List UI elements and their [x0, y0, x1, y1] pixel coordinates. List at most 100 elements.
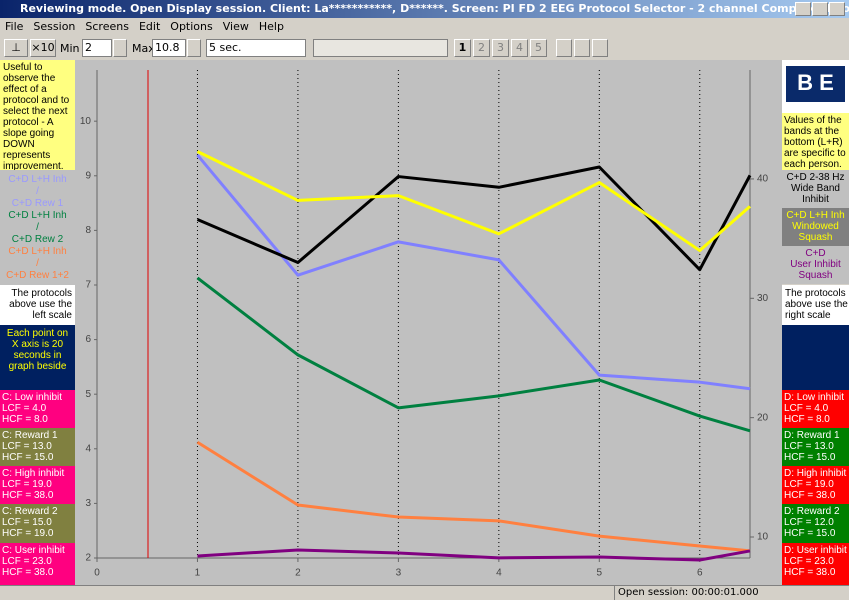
menu-item[interactable]: Help	[258, 20, 284, 33]
text-line: improvement.	[3, 161, 64, 170]
text-line: Wide Band	[791, 183, 840, 194]
note-box: Values of the bands at the bottom (L+R) are…	[782, 113, 849, 170]
min-input[interactable]: 2	[82, 39, 112, 57]
text-line: D: Low inhibit	[784, 392, 845, 403]
band-box: C: Low inhibit LCF = 4.0 HCF = 8.0	[0, 390, 75, 428]
text-line: above use the	[785, 299, 848, 310]
note-box: Useful to observe the effect of a protocol …	[0, 60, 75, 170]
menu-item[interactable]: View	[222, 20, 249, 33]
band-box: C: Reward 2 LCF = 15.0 HCF = 19.0	[0, 504, 75, 543]
text-line: C: High inhibit	[2, 468, 65, 479]
text-line: above use the	[9, 299, 72, 310]
epoch-select[interactable]: 5 sec.	[206, 39, 306, 57]
text-line: User Inhibit	[790, 259, 841, 270]
y2-tick-label: 40	[757, 174, 769, 185]
scale-note-box: The protocols above use the right scale	[782, 285, 849, 325]
menu-bar: File Session Screens Edit Options View Help	[0, 18, 849, 36]
text-line: bottom (L+R)	[784, 137, 843, 148]
y2-tick-label: 10	[757, 532, 769, 543]
close-button[interactable]	[829, 2, 845, 16]
text-line: /	[36, 222, 39, 233]
menu-item[interactable]: Edit	[138, 20, 161, 33]
undo-button[interactable]	[592, 39, 608, 57]
y-tick-label: 6	[85, 334, 91, 345]
text-line: The protocols	[11, 288, 72, 299]
maximize-button[interactable]	[812, 2, 828, 16]
x-note-box: Each point on X axis is 20 seconds in graph…	[0, 325, 75, 390]
text-line: /	[36, 258, 39, 269]
text-line: C+D L+H Inh	[786, 210, 845, 221]
y-tick-label: 8	[85, 225, 91, 236]
text-line: LCF = 23.0	[2, 556, 52, 567]
y-tick-label: 9	[85, 170, 91, 181]
y-tick-label: 7	[85, 280, 91, 291]
text-line: HCF = 38.0	[2, 490, 54, 501]
minimize-button[interactable]	[795, 2, 811, 16]
text-line: Values of the	[784, 115, 842, 126]
y-tick-label: 5	[85, 389, 91, 400]
text-line: HCF = 38.0	[2, 567, 54, 578]
page-button[interactable]: 3	[492, 39, 509, 57]
bands: D: Low inhibit LCF = 4.0 HCF = 8.0 D: Rewar…	[782, 390, 849, 585]
series-line	[196, 165, 752, 272]
text-line: Windowed	[792, 221, 839, 232]
text-line: LCF = 4.0	[784, 403, 829, 414]
text-line: C+D 2-38 Hz	[786, 172, 845, 183]
band-box: D: Reward 2 LCF = 12.0 HCF = 15.0	[782, 504, 849, 543]
text-line: C+D Rew 1+2	[6, 270, 69, 281]
text-line: Squash	[798, 270, 833, 281]
min-spin[interactable]	[113, 39, 127, 57]
y-tick-label: 4	[85, 443, 91, 454]
max-spin[interactable]	[187, 39, 201, 57]
text-line: protocol - A	[3, 117, 54, 128]
text-line: HCF = 8.0	[2, 414, 48, 425]
text-line: LCF = 12.0	[784, 517, 834, 528]
text-line: C: User inhibit	[2, 545, 65, 556]
max-input[interactable]: 10.8	[152, 39, 186, 57]
menu-item[interactable]: Screens	[85, 20, 129, 33]
text-line: LCF = 19.0	[784, 479, 834, 490]
series-line	[196, 154, 751, 391]
page-button[interactable]: 4	[511, 39, 528, 57]
text-line: HCF = 19.0	[2, 528, 54, 539]
band-box: C: User inhibit LCF = 23.0 HCF = 38.0	[0, 543, 75, 585]
fit-button[interactable]: ⊥	[4, 39, 28, 57]
print-button[interactable]	[556, 39, 572, 57]
text-line: effect of a	[3, 84, 47, 95]
text-line: D: User inhibit	[784, 545, 847, 556]
text-line: represents	[3, 150, 51, 161]
page-button[interactable]: 2	[473, 39, 490, 57]
text-line: /	[36, 186, 39, 197]
text-line: slope going	[3, 128, 55, 139]
series-line	[197, 548, 751, 562]
band-box: D: User inhibit LCF = 23.0 HCF = 38.0	[782, 543, 849, 585]
text-line: HCF = 15.0	[2, 452, 54, 463]
band-box: D: Reward 1 LCF = 13.0 HCF = 15.0	[782, 428, 849, 466]
save-button[interactable]	[574, 39, 590, 57]
scrollbar[interactable]	[313, 39, 448, 57]
x-tick-label: 6	[697, 568, 703, 579]
logo: B E	[786, 66, 845, 102]
zoom-button[interactable]: ×10	[30, 39, 56, 57]
legend-entry: C+D User Inhibit Squash	[782, 246, 849, 284]
menu-item[interactable]: Session	[33, 20, 76, 33]
x-tick-label: 5	[597, 568, 603, 579]
text-line: select the next	[3, 106, 68, 117]
text-line: LCF = 15.0	[2, 517, 52, 528]
text-line: HCF = 15.0	[784, 528, 836, 539]
menu-item[interactable]: Options	[170, 20, 213, 33]
menu-item[interactable]: File	[5, 20, 24, 33]
y-tick-label: 10	[80, 116, 92, 127]
legend-box: C+D 2-38 Hz Wide Band Inhibit C+D L+H Inh Wi…	[782, 170, 849, 285]
text-line: Squash	[798, 232, 833, 243]
page-button[interactable]: 5	[530, 39, 547, 57]
bands: C: Low inhibit LCF = 4.0 HCF = 8.0 C: Rewar…	[0, 390, 75, 585]
chart: 0 1 2 3 4 5 6 2 3 4 5 6 7 8 9 10 10 20 30 40	[75, 60, 782, 585]
text-line: Inhibit	[802, 194, 829, 205]
text-line: D: Reward 2	[784, 506, 840, 517]
x-tick-label: 3	[396, 568, 402, 579]
page-button[interactable]: 1	[454, 39, 471, 57]
text-line: The protocols	[785, 288, 846, 299]
